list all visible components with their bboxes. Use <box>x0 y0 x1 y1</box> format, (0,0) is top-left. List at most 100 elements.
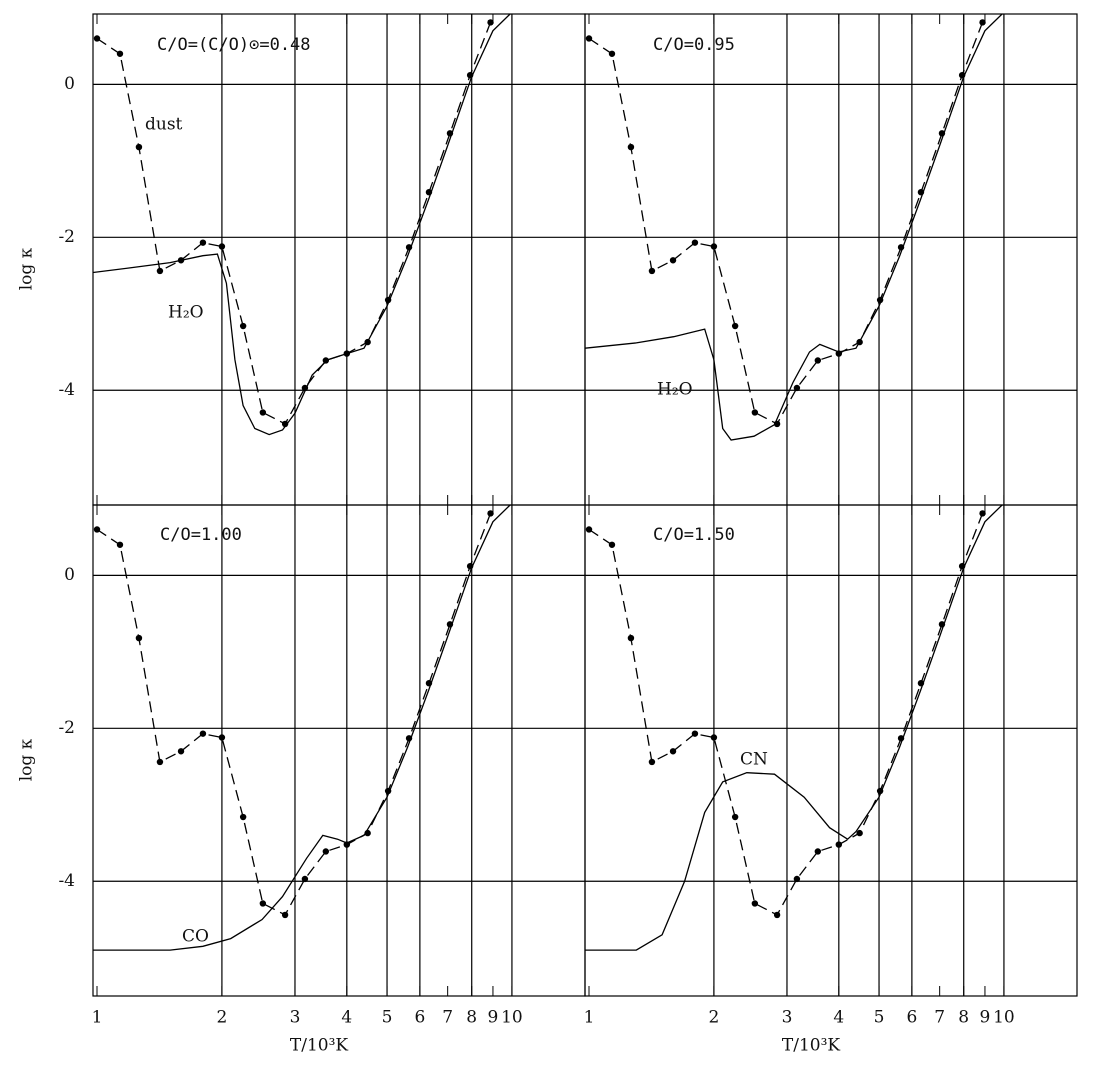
marker <box>199 239 207 246</box>
marker <box>239 813 247 821</box>
marker <box>425 679 433 687</box>
marker <box>897 244 905 251</box>
marker <box>710 734 718 741</box>
x-tick-label: 6 <box>906 1008 917 1028</box>
x-tick-label: 3 <box>782 1008 793 1028</box>
panel-frame <box>92 504 586 997</box>
x-tick-label: 9 <box>488 1008 499 1028</box>
marker <box>938 130 946 137</box>
marker <box>259 900 267 907</box>
x-tick-label: 6 <box>414 1008 425 1028</box>
x-tick-label: 1 <box>92 1008 103 1028</box>
marker <box>917 679 925 687</box>
marker <box>446 130 454 137</box>
panel: 1 2 3 4 5 6 7 8 9 10 C/O=1.50 CN T/10³K <box>584 504 1078 1056</box>
marker <box>958 71 966 79</box>
marker <box>281 420 289 428</box>
y-tick-label: 0 <box>64 565 75 585</box>
marker <box>835 841 843 848</box>
marker <box>466 562 474 570</box>
annotation: CN <box>740 750 768 770</box>
marker <box>93 35 101 42</box>
marker <box>405 244 413 251</box>
x-tick-label: 10 <box>993 1008 1015 1028</box>
marker <box>773 911 781 919</box>
y-tick-label: 0 <box>64 74 75 94</box>
x-tick-label: 10 <box>501 1008 523 1028</box>
marker <box>405 735 413 742</box>
dashed-line <box>588 22 984 425</box>
dashed-line <box>96 513 492 916</box>
x-tick-label: 4 <box>341 1008 352 1028</box>
marker <box>958 562 966 570</box>
marker <box>116 50 124 57</box>
marker <box>627 634 635 642</box>
x-tick-label: 2 <box>216 1008 227 1028</box>
x-tick-label: 8 <box>958 1008 969 1028</box>
marker <box>648 758 656 766</box>
marker <box>648 267 656 275</box>
marker <box>384 787 392 795</box>
marker <box>135 634 143 642</box>
solid-line <box>585 14 1003 441</box>
x-tick-label: 5 <box>874 1008 885 1028</box>
marker <box>793 384 801 392</box>
marker <box>135 143 143 151</box>
marker <box>731 322 739 330</box>
marker <box>669 257 677 264</box>
marker <box>856 338 863 346</box>
marker <box>917 188 925 196</box>
annotation: C/O=1.50 <box>653 525 735 545</box>
annotation: C/O=0.95 <box>653 35 735 55</box>
y-tick-label: -4 <box>58 380 75 400</box>
marker <box>897 735 905 742</box>
y-axis-label: log κ <box>17 247 37 290</box>
marker <box>93 526 101 533</box>
solid-line <box>585 505 1003 951</box>
x-tick-label: 7 <box>442 1008 453 1028</box>
marker <box>425 188 433 196</box>
marker <box>364 338 371 346</box>
annotation: H₂O <box>657 380 693 400</box>
y-tick-label: -2 <box>58 227 75 247</box>
marker <box>691 730 699 737</box>
marker <box>856 829 863 837</box>
marker <box>608 541 616 548</box>
marker <box>710 243 718 250</box>
marker <box>116 541 124 548</box>
panel-frame <box>92 13 586 506</box>
marker <box>691 239 699 246</box>
x-tick-label: 1 <box>584 1008 595 1028</box>
panel-frame <box>584 13 1078 506</box>
marker <box>793 875 801 883</box>
marker <box>627 143 635 151</box>
x-tick-label: 9 <box>980 1008 991 1028</box>
x-tick-label: 8 <box>466 1008 477 1028</box>
x-axis-label: T/10³K <box>290 1036 349 1056</box>
marker <box>343 350 351 357</box>
marker <box>446 621 454 628</box>
y-tick-label: -2 <box>58 718 75 738</box>
solid-line <box>93 14 511 436</box>
x-tick-label: 2 <box>708 1008 719 1028</box>
marker <box>218 243 226 250</box>
marker <box>281 911 289 919</box>
marker <box>487 19 494 26</box>
marker <box>177 748 185 755</box>
marker <box>585 35 593 42</box>
series-group <box>93 505 511 951</box>
marker <box>669 748 677 755</box>
marker <box>466 71 474 79</box>
x-tick-label: 4 <box>833 1008 844 1028</box>
y-axis-label: log κ <box>17 738 37 781</box>
marker <box>835 350 843 357</box>
marker <box>322 357 330 364</box>
annotation: CO <box>182 927 209 947</box>
marker <box>731 813 739 821</box>
marker <box>177 257 185 264</box>
marker <box>814 357 822 364</box>
marker <box>979 510 986 517</box>
x-tick-label: 7 <box>934 1008 945 1028</box>
series-group <box>93 14 511 436</box>
marker <box>876 296 884 304</box>
